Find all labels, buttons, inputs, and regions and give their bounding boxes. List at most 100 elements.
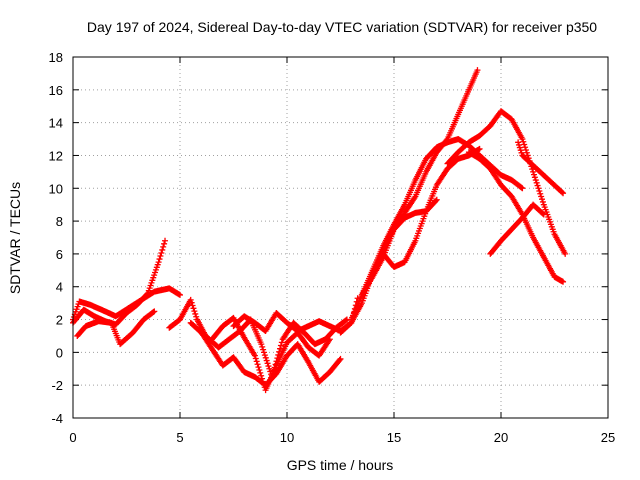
y-tick-label: 8 xyxy=(56,214,63,229)
data-point xyxy=(538,193,545,200)
data-point xyxy=(255,364,262,371)
data-point xyxy=(155,259,162,266)
series-sat-i xyxy=(348,136,526,323)
data-point xyxy=(190,305,197,312)
series-sat-b xyxy=(70,285,183,323)
series-sat-k xyxy=(465,149,567,285)
x-tick-label: 10 xyxy=(280,430,294,445)
data-point xyxy=(150,309,157,316)
series-sat-m xyxy=(358,196,440,298)
data-point xyxy=(560,190,567,197)
data-point xyxy=(562,250,569,257)
data-point xyxy=(256,367,263,374)
data-point xyxy=(151,308,158,315)
y-tick-label: 2 xyxy=(56,313,63,328)
y-tick-label: 6 xyxy=(56,247,63,262)
y-tick-label: 10 xyxy=(49,181,63,196)
data-point xyxy=(263,357,270,364)
data-point xyxy=(156,256,163,263)
data-point xyxy=(343,317,350,324)
data-point xyxy=(188,299,195,306)
data-point xyxy=(177,291,183,298)
data-point xyxy=(535,185,542,192)
series-sat-l xyxy=(487,201,547,257)
data-point xyxy=(540,211,547,218)
data-point xyxy=(259,378,266,385)
tick-layer: 0 5 10 15 20 25 -4 -2 0 2 4 6 8 10 12 14 16 18 xyxy=(49,50,616,445)
data-point xyxy=(187,296,194,303)
data-point xyxy=(433,196,440,203)
data-point xyxy=(161,240,168,247)
x-tick-label: 5 xyxy=(176,430,183,445)
data-point xyxy=(531,174,538,181)
data-point xyxy=(191,308,198,315)
data-point xyxy=(189,302,196,309)
data-point xyxy=(519,136,526,143)
data-point xyxy=(260,346,267,353)
data-layer xyxy=(70,67,569,394)
data-point xyxy=(336,357,343,364)
series-sat-o xyxy=(515,139,567,197)
y-axis-label: SDTVAR / TECUs xyxy=(7,182,23,294)
data-point xyxy=(519,185,526,192)
data-point xyxy=(539,210,546,217)
data-point xyxy=(265,363,272,370)
data-point xyxy=(474,67,481,74)
data-point xyxy=(258,341,265,348)
x-axis-label: GPS time / hours xyxy=(287,457,394,473)
data-point xyxy=(520,138,527,145)
data-point xyxy=(522,144,529,151)
data-point xyxy=(158,249,165,256)
y-tick-label: 12 xyxy=(49,148,63,163)
data-point xyxy=(252,355,259,362)
data-point xyxy=(253,358,260,365)
series-sat-g xyxy=(230,295,361,335)
data-point xyxy=(162,237,169,244)
series-sat-f xyxy=(209,314,333,394)
data-point xyxy=(262,354,269,361)
x-tick-label: 15 xyxy=(387,430,401,445)
data-point xyxy=(278,339,285,346)
data-point xyxy=(476,145,483,152)
y-tick-label: 0 xyxy=(56,345,63,360)
data-point xyxy=(432,197,439,204)
series-sat-n xyxy=(380,145,483,271)
data-point xyxy=(533,179,540,186)
data-point xyxy=(523,149,530,156)
data-point xyxy=(159,246,166,253)
data-point xyxy=(257,369,264,376)
data-point xyxy=(254,361,261,368)
data-point xyxy=(539,196,546,203)
data-point xyxy=(259,343,266,350)
data-point xyxy=(521,141,528,148)
data-point xyxy=(337,355,344,362)
plot-frame xyxy=(72,56,609,419)
data-point xyxy=(160,243,167,250)
data-point xyxy=(261,352,268,359)
data-point xyxy=(518,184,525,191)
series-sat-j xyxy=(444,108,569,257)
data-point xyxy=(534,182,541,189)
data-point xyxy=(260,349,267,356)
x-tick-label: 0 xyxy=(69,430,76,445)
data-point xyxy=(537,190,544,197)
data-point xyxy=(326,336,333,343)
y-tick-label: -2 xyxy=(51,378,63,393)
y-tick-label: 18 xyxy=(49,50,63,65)
data-point xyxy=(266,365,273,372)
data-point xyxy=(539,198,546,205)
y-tick-label: -4 xyxy=(51,411,63,426)
y-tick-label: 16 xyxy=(49,83,63,98)
data-point xyxy=(251,352,258,359)
data-point xyxy=(264,360,271,367)
data-point xyxy=(258,372,265,379)
data-point xyxy=(259,375,266,382)
x-tick-label: 20 xyxy=(494,430,508,445)
data-point xyxy=(530,171,537,178)
data-point xyxy=(559,189,566,196)
x-tick-label: 25 xyxy=(601,430,615,445)
data-point xyxy=(193,313,200,320)
y-tick-label: 4 xyxy=(56,280,63,295)
data-point xyxy=(536,188,543,195)
